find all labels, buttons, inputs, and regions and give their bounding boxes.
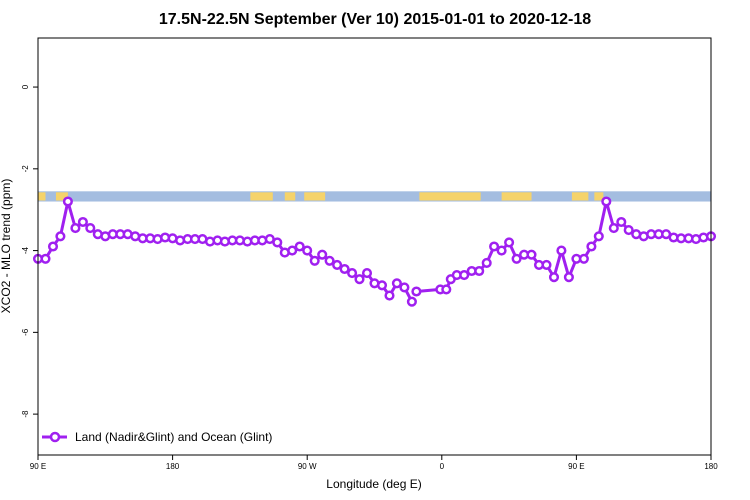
data-point xyxy=(489,241,500,252)
data-point xyxy=(55,231,66,242)
y-axis: 0 -2 -4 -6 -8 xyxy=(21,84,38,418)
x-axis: 90 E 180 90 W 0 90 E 180 xyxy=(30,455,718,471)
y-tick-label: -8 xyxy=(21,410,30,418)
legend-entry: Land (Nadir&Glint) and Ocean (Glint) xyxy=(75,430,272,444)
data-point xyxy=(391,278,402,289)
land-segment xyxy=(419,192,481,201)
data-point xyxy=(526,249,537,260)
chart-title: 17.5N-22.5N September (Ver 10) 2015-01-0… xyxy=(159,11,591,28)
plot-frame xyxy=(37,37,712,456)
x-tick-label: 0 xyxy=(440,462,445,471)
data-point xyxy=(339,263,350,275)
x-tick-label: 90 W xyxy=(298,462,317,471)
data-point xyxy=(347,268,358,279)
data-point xyxy=(317,249,328,260)
data-point xyxy=(511,253,522,264)
land-segment xyxy=(501,192,532,201)
data-point xyxy=(541,259,552,270)
data-point xyxy=(287,245,298,256)
land-segment xyxy=(571,192,589,201)
data-point xyxy=(593,231,604,242)
land-segment xyxy=(38,192,46,201)
data-point xyxy=(616,216,627,228)
x-tick-label: 180 xyxy=(166,462,180,471)
surface-strip xyxy=(38,191,711,202)
x-tick-label: 90 E xyxy=(30,462,46,471)
data-point xyxy=(556,245,567,256)
legend: Land (Nadir&Glint) and Ocean (Glint) xyxy=(42,430,272,444)
data-point xyxy=(294,241,305,252)
legend-marker-swatch xyxy=(49,431,61,443)
data-point xyxy=(361,268,373,279)
data-point xyxy=(332,259,343,270)
data-point xyxy=(411,286,422,297)
series-line xyxy=(38,200,414,303)
series-layer xyxy=(32,196,717,307)
y-tick-label: -6 xyxy=(21,328,30,336)
data-point xyxy=(578,253,589,264)
land-segment xyxy=(55,192,68,201)
data-point xyxy=(272,237,283,248)
data-point xyxy=(85,223,96,234)
data-point xyxy=(62,196,73,207)
ocean-strip xyxy=(38,191,711,202)
data-point xyxy=(586,241,597,252)
data-point xyxy=(384,290,395,301)
y-tick-label: -4 xyxy=(21,246,30,254)
data-point xyxy=(77,216,88,228)
data-point xyxy=(354,274,365,285)
data-point xyxy=(406,296,417,307)
land-segment xyxy=(304,192,326,201)
land-segment xyxy=(284,192,296,201)
data-point xyxy=(376,280,388,291)
y-axis-label: XCO2 - MLO trend (ppm) xyxy=(0,179,13,314)
x-axis-label: Longitude (deg E) xyxy=(326,477,421,491)
data-point xyxy=(601,196,612,207)
data-point xyxy=(623,225,634,236)
data-point xyxy=(47,241,59,252)
data-point xyxy=(324,255,335,266)
y-tick-label: -2 xyxy=(21,165,30,173)
data-point xyxy=(474,265,485,277)
land-segment xyxy=(594,192,604,201)
data-point xyxy=(302,245,313,256)
data-point xyxy=(459,270,470,281)
data-point xyxy=(496,245,507,256)
data-point xyxy=(481,257,492,268)
data-point xyxy=(548,272,560,283)
data-point xyxy=(441,284,452,295)
data-point xyxy=(309,255,320,266)
land-segment xyxy=(250,192,273,201)
x-tick-label: 90 E xyxy=(568,462,584,471)
data-point xyxy=(40,253,51,264)
x-tick-label: 180 xyxy=(704,462,718,471)
data-point xyxy=(399,282,410,293)
data-point xyxy=(563,272,574,283)
y-tick-label: 0 xyxy=(21,84,30,89)
data-point xyxy=(504,237,515,248)
data-point xyxy=(70,223,81,234)
data-point xyxy=(608,223,619,234)
